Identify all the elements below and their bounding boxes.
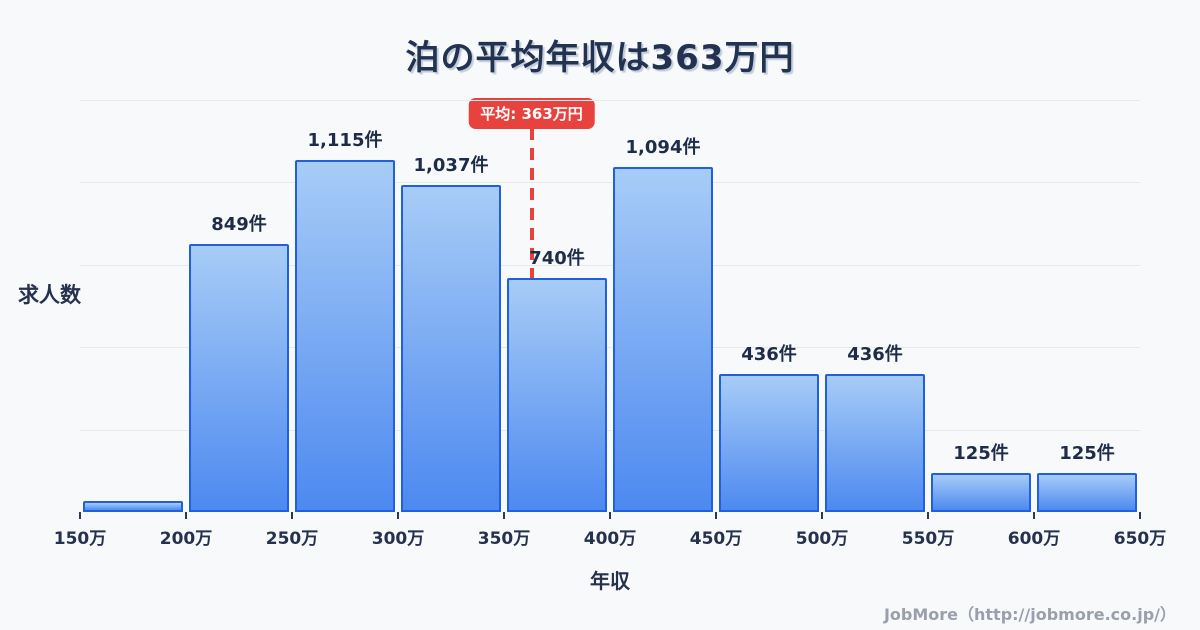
histogram-bar <box>825 374 925 512</box>
x-axis-label: 年収 <box>590 569 630 593</box>
bar-value-label: 1,115件 <box>307 130 383 151</box>
histogram-bar <box>507 278 607 512</box>
x-axis-tick-label: 400万 <box>583 529 637 549</box>
x-axis-tick <box>715 512 717 519</box>
histogram-bar <box>719 374 819 512</box>
x-axis-tick-label: 150万 <box>53 529 107 549</box>
y-axis-label: 求人数 <box>18 283 81 307</box>
x-axis-tick-label: 550万 <box>901 529 955 549</box>
x-axis-tick <box>397 512 399 519</box>
histogram-bar <box>613 166 713 512</box>
bar-value-label: 1,037件 <box>413 154 489 176</box>
histogram-bar <box>295 160 395 512</box>
plot-area: 平均: 363万円 849件 1,115件 1,037件 740件 1,094件 436件… <box>54 98 1166 549</box>
bar-value-label: 436件 <box>847 344 903 366</box>
gridline <box>80 264 1140 266</box>
gridline <box>80 347 1140 349</box>
x-axis-tick <box>185 512 187 519</box>
gridline <box>80 429 1140 431</box>
bar-value-label: 436件 <box>741 344 797 366</box>
average-badge: 平均: 363万円 <box>468 98 595 129</box>
x-axis-tick-label: 350万 <box>477 529 531 549</box>
x-axis-tick <box>609 512 611 519</box>
x-axis-tick <box>503 512 505 519</box>
x-axis-tick-label: 250万 <box>265 529 319 549</box>
chart-title: 泊の平均年収は363万円 <box>405 38 795 78</box>
x-axis-tick <box>1033 512 1035 519</box>
x-axis-tick <box>821 512 823 519</box>
histogram-bar <box>1037 472 1137 512</box>
x-axis-tick-label: 600万 <box>1007 529 1061 549</box>
bar-value-label: 125件 <box>1059 442 1115 464</box>
bar-value-label: 849件 <box>211 213 267 235</box>
x-axis-tick <box>1139 512 1141 519</box>
gridline <box>80 100 1140 101</box>
footer-credit: JobMore（http://jobmore.co.jp/） <box>883 605 1176 624</box>
histogram-bar <box>189 243 289 512</box>
x-axis-tick <box>927 512 929 519</box>
x-axis-tick-label: 650万 <box>1113 529 1167 549</box>
x-axis-tick <box>291 512 293 519</box>
x-axis-tick-label: 450万 <box>689 529 743 549</box>
bar-value-label: 740件 <box>529 248 585 270</box>
bar-value-label: 125件 <box>953 442 1009 464</box>
x-axis-tick <box>79 512 81 519</box>
bar-value-label: 1,094件 <box>625 136 701 158</box>
x-axis-tick-label: 500万 <box>795 529 849 549</box>
x-axis-tick-label: 200万 <box>159 529 213 549</box>
histogram-bar <box>931 472 1031 512</box>
histogram-bar <box>83 500 183 512</box>
gridline <box>80 182 1140 184</box>
histogram-bar <box>401 184 501 512</box>
x-axis-tick-label: 300万 <box>371 529 425 549</box>
